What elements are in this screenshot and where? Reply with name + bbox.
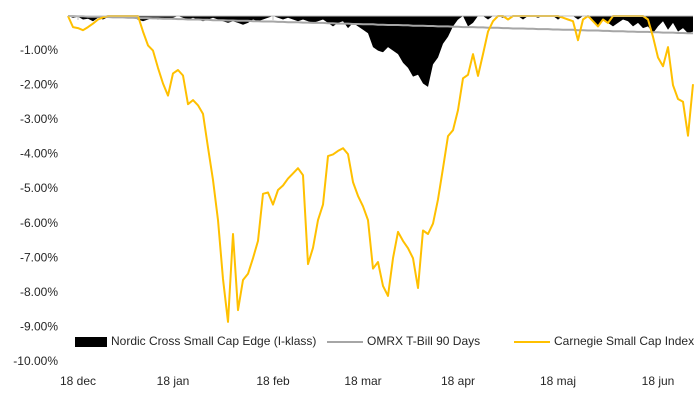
legend-swatch (75, 337, 107, 347)
line (68, 15, 693, 35)
legend-label: Nordic Cross Small Cap Edge (I-klass) (111, 334, 316, 348)
y-tick-label: -9.00% (20, 320, 58, 334)
line (67, 15, 694, 323)
y-tick-label: -3.00% (20, 112, 58, 126)
y-tick-label: -2.00% (20, 77, 58, 91)
y-tick-label: -1.00% (20, 43, 58, 57)
area (68, 16, 693, 87)
x-tick-label: 18 apr (441, 374, 475, 388)
x-tick-label: 18 mar (344, 374, 381, 388)
y-tick-label: -5.00% (20, 181, 58, 195)
y-tick-label: -8.00% (20, 285, 58, 299)
x-tick-label: 18 jan (157, 374, 190, 388)
x-tick-label: 18 maj (540, 374, 576, 388)
legend-label: OMRX T-Bill 90 Days (367, 334, 480, 348)
x-tick-label: 18 feb (256, 374, 290, 388)
y-tick-label: -7.00% (20, 250, 58, 264)
x-tick-label: 18 dec (60, 374, 96, 388)
y-tick-label: -10.00% (13, 354, 58, 368)
y-tick-label: -4.00% (20, 147, 58, 161)
x-tick-label: 18 jun (642, 374, 675, 388)
y-tick-label: -6.00% (20, 216, 58, 230)
legend-label: Carnegie Small Cap Index (554, 334, 694, 348)
